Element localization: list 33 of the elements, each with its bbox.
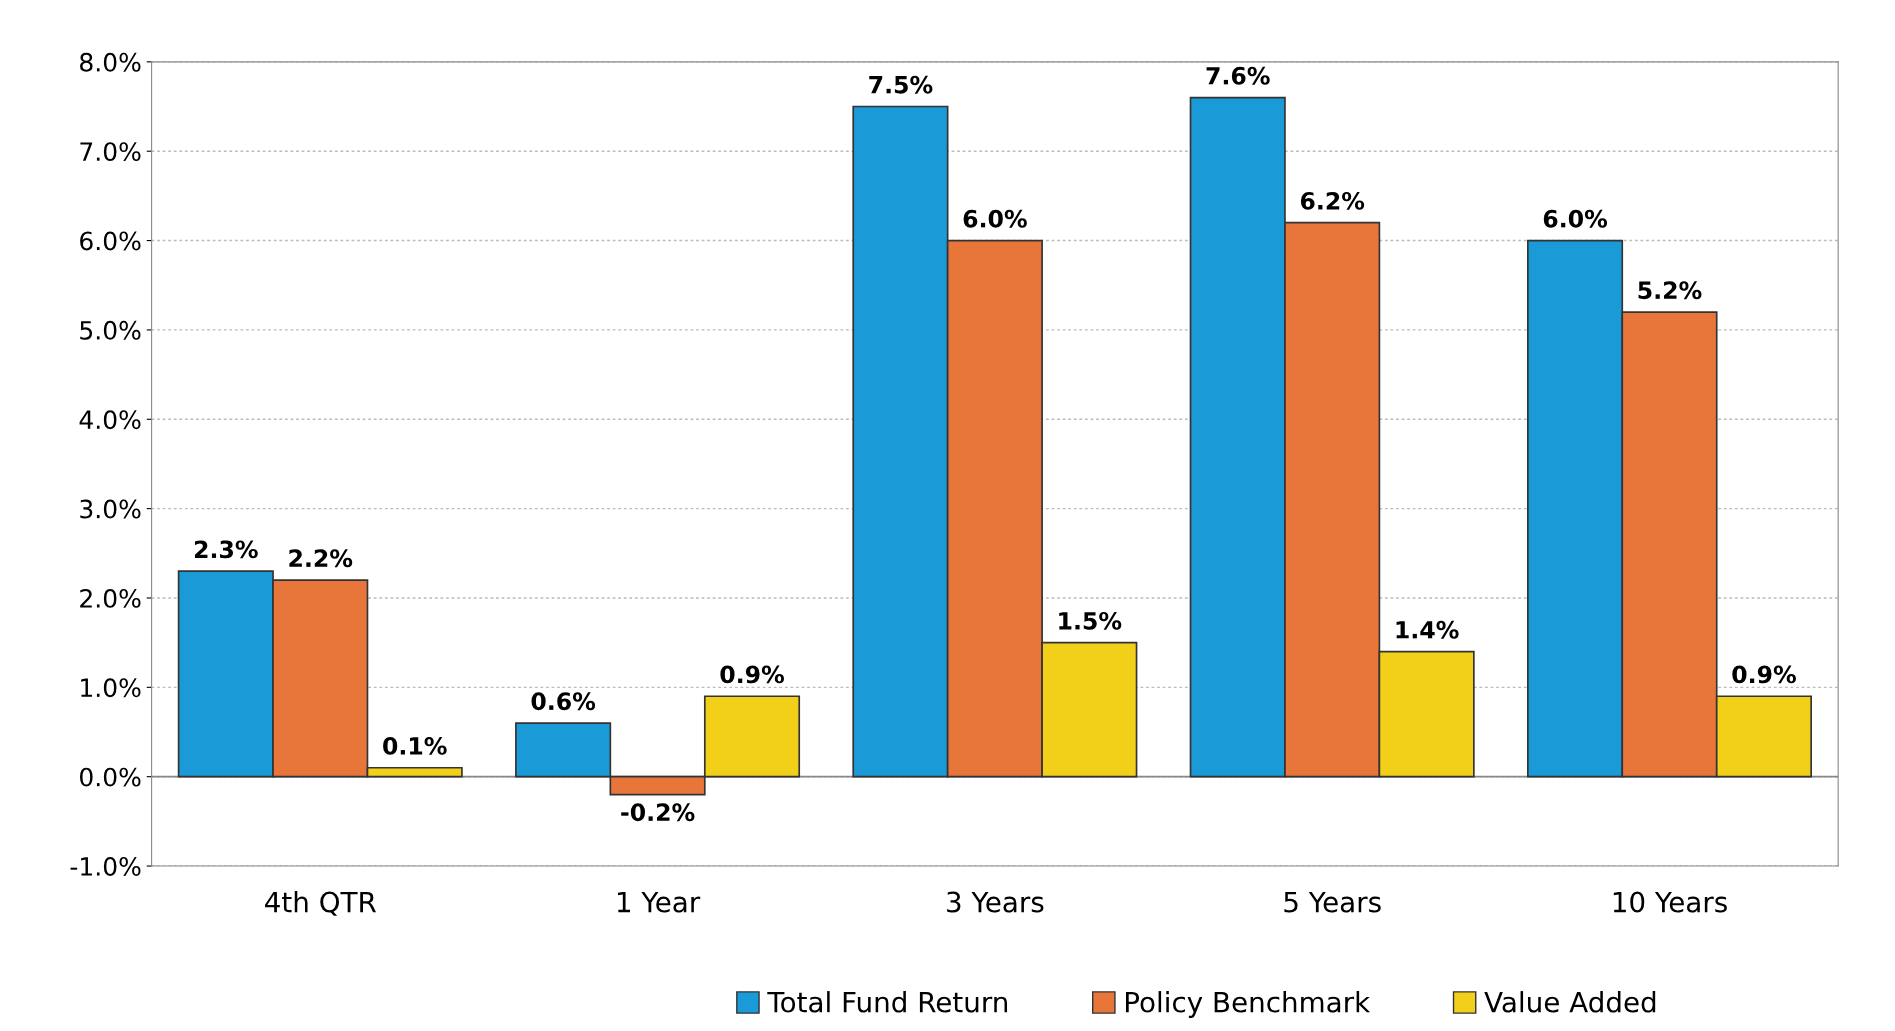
x-tick-label: 5 Years <box>1284 891 1381 913</box>
data-label: 7.5% <box>869 75 933 94</box>
data-label: 1.4% <box>1396 620 1459 639</box>
y-tick-label: 2.0% <box>80 588 141 608</box>
y-tick-label: 1.0% <box>81 678 141 698</box>
data-label: 0.6% <box>531 692 596 711</box>
data-label: 1.5% <box>1059 611 1122 630</box>
data-label: -0.2% <box>621 803 695 822</box>
data-label: 6.2% <box>1300 191 1365 210</box>
legend-label: Total Fund Return <box>767 991 1008 1013</box>
data-label: 6.0% <box>963 209 1027 228</box>
data-label: 0.9% <box>720 665 784 684</box>
x-tick-label: 3 Years <box>947 891 1044 913</box>
legend-label: Policy Benchmark <box>1125 991 1371 1018</box>
y-tick-label: -1.0% <box>70 856 141 876</box>
y-tick-label: 0.0% <box>80 767 141 787</box>
data-label: 2.3% <box>194 540 258 559</box>
data-label: 5.2% <box>1638 281 1702 300</box>
x-tick-label: 1 Year <box>617 891 701 913</box>
y-tick-label: 5.0% <box>80 320 141 340</box>
y-tick-label: 6.0% <box>80 231 141 251</box>
data-label: 6.0% <box>1543 209 1608 228</box>
data-label: 0.9% <box>1732 665 1796 684</box>
data-label: 0.1% <box>383 736 447 755</box>
legend-label: Value Added <box>1484 991 1656 1013</box>
x-tick-label: 4th QTR <box>265 891 377 916</box>
y-tick-label: 4.0% <box>79 410 141 430</box>
y-tick-label: 3.0% <box>80 499 141 519</box>
y-tick-label: 8.0% <box>80 52 141 72</box>
x-tick-label: 10 Years <box>1613 891 1727 913</box>
y-tick-label: 7.0% <box>80 142 141 162</box>
data-label: 7.6% <box>1206 66 1270 85</box>
data-label: 2.2% <box>289 549 353 568</box>
